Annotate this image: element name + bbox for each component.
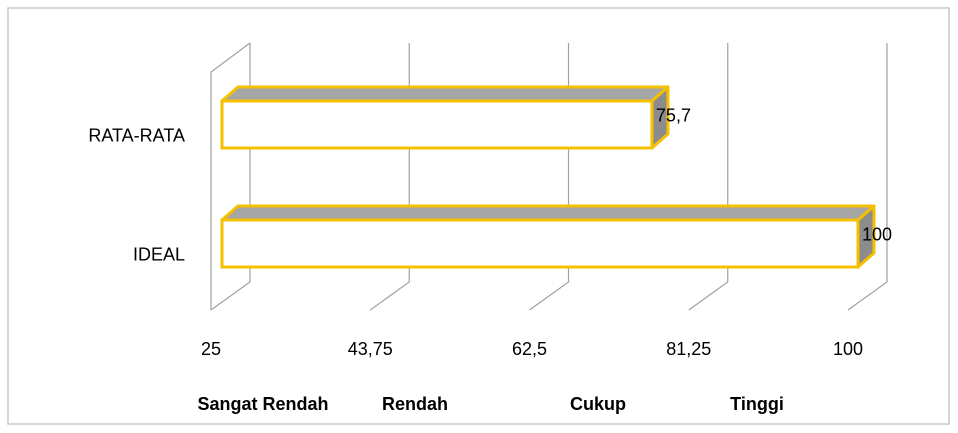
value-label: 100: [862, 224, 892, 244]
x-tick-label: 100: [833, 339, 863, 359]
x-tick-label: 81,25: [666, 339, 711, 359]
grid-line: [847, 43, 888, 311]
range-label: Sangat Rendah: [197, 394, 328, 414]
x-tick-label: 43,75: [348, 339, 393, 359]
range-label: Tinggi: [730, 394, 784, 414]
bar-top: [220, 85, 670, 103]
value-label: 75,7: [656, 105, 691, 125]
y-tick-label: IDEAL: [133, 244, 185, 264]
bar-top: [220, 204, 876, 222]
x-tick-label: 25: [201, 339, 221, 359]
bar: [220, 99, 654, 150]
bar: [220, 218, 860, 269]
range-label: Cukup: [570, 394, 626, 414]
left-wall: [210, 42, 251, 310]
grid-line: [688, 43, 729, 311]
y-tick-label: RATA-RATA: [88, 125, 185, 145]
x-tick-label: 62,5: [512, 339, 547, 359]
range-label: Rendah: [382, 394, 448, 414]
